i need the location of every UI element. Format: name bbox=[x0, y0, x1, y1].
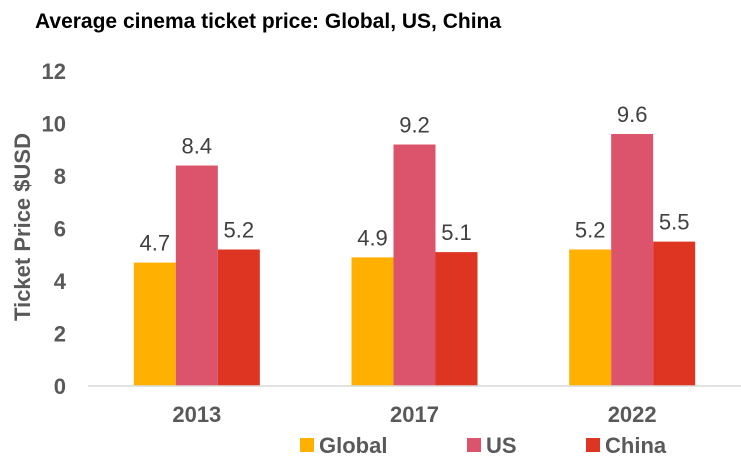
bar-us-2013 bbox=[175, 165, 218, 386]
bar-global-2017 bbox=[351, 257, 394, 386]
data-label: 8.4 bbox=[182, 134, 213, 159]
x-tick-label: 2022 bbox=[608, 402, 657, 427]
y-axis-label: Ticket Price $USD bbox=[10, 133, 35, 321]
x-axis-ticks: 2013 2017 2022 bbox=[172, 402, 656, 427]
bar-china-2022 bbox=[653, 241, 696, 386]
bar-global-2022 bbox=[569, 249, 612, 386]
bar-global-2013 bbox=[133, 262, 176, 386]
y-tick-label: 4 bbox=[54, 269, 67, 294]
bar-us-2022 bbox=[611, 134, 654, 386]
data-labels: 4.7 8.4 5.2 4.9 9.2 5.1 5.2 9.6 5.5 bbox=[140, 102, 690, 256]
data-label: 4.7 bbox=[140, 231, 171, 256]
y-tick-label: 8 bbox=[54, 164, 66, 189]
legend-swatch-us bbox=[467, 438, 481, 452]
data-label: 9.6 bbox=[617, 102, 648, 127]
y-axis-ticks: 0 2 4 6 8 10 12 bbox=[42, 59, 67, 399]
bar-china-2017 bbox=[435, 252, 478, 386]
y-tick-label: 2 bbox=[54, 322, 66, 347]
legend-label-china: China bbox=[605, 433, 667, 458]
bar-us-2017 bbox=[393, 144, 436, 386]
data-label: 9.2 bbox=[399, 113, 430, 138]
bars bbox=[133, 134, 696, 386]
data-label: 4.9 bbox=[357, 225, 388, 250]
x-tick-label: 2013 bbox=[172, 402, 221, 427]
data-label: 5.1 bbox=[441, 220, 472, 245]
y-tick-label: 0 bbox=[54, 374, 66, 399]
bar-china-2013 bbox=[217, 249, 260, 386]
legend-swatch-china bbox=[586, 438, 600, 452]
x-tick-label: 2017 bbox=[390, 402, 439, 427]
data-label: 5.2 bbox=[224, 218, 255, 243]
data-label: 5.5 bbox=[659, 210, 690, 235]
y-tick-label: 6 bbox=[54, 217, 66, 242]
legend-label-global: Global bbox=[319, 433, 387, 458]
legend-label-us: US bbox=[486, 433, 517, 458]
y-tick-label: 10 bbox=[42, 112, 66, 137]
legend-swatch-global bbox=[300, 438, 314, 452]
chart-title: Average cinema ticket price: Global, US,… bbox=[35, 10, 502, 33]
legend: Global US China bbox=[300, 433, 667, 458]
y-tick-label: 12 bbox=[42, 59, 66, 84]
data-label: 5.2 bbox=[575, 218, 606, 243]
